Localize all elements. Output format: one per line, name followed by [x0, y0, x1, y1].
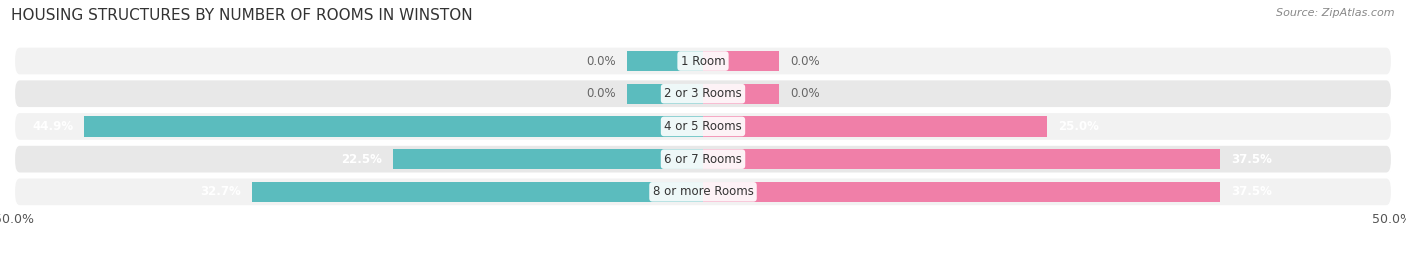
Bar: [84, 116, 703, 137]
Legend: Owner-occupied, Renter-occupied: Owner-occupied, Renter-occupied: [561, 267, 845, 269]
Text: 22.5%: 22.5%: [342, 153, 382, 166]
Bar: [703, 116, 1047, 137]
Text: 0.0%: 0.0%: [790, 87, 820, 100]
Bar: [253, 182, 703, 202]
Text: 44.9%: 44.9%: [32, 120, 73, 133]
Text: 8 or more Rooms: 8 or more Rooms: [652, 185, 754, 198]
Text: 0.0%: 0.0%: [586, 55, 616, 68]
Bar: [703, 182, 1219, 202]
Text: 0.0%: 0.0%: [586, 87, 616, 100]
Bar: [392, 149, 703, 169]
Bar: [703, 51, 779, 71]
Bar: [703, 84, 779, 104]
Text: HOUSING STRUCTURES BY NUMBER OF ROOMS IN WINSTON: HOUSING STRUCTURES BY NUMBER OF ROOMS IN…: [11, 8, 472, 23]
Text: 37.5%: 37.5%: [1230, 153, 1271, 166]
Bar: [703, 149, 1219, 169]
Text: 32.7%: 32.7%: [201, 185, 242, 198]
Text: 6 or 7 Rooms: 6 or 7 Rooms: [664, 153, 742, 166]
FancyBboxPatch shape: [14, 178, 1392, 206]
Text: 25.0%: 25.0%: [1059, 120, 1099, 133]
Text: 0.0%: 0.0%: [790, 55, 820, 68]
Text: 4 or 5 Rooms: 4 or 5 Rooms: [664, 120, 742, 133]
FancyBboxPatch shape: [14, 112, 1392, 141]
Bar: [627, 84, 703, 104]
Bar: [627, 51, 703, 71]
FancyBboxPatch shape: [14, 47, 1392, 75]
FancyBboxPatch shape: [14, 145, 1392, 174]
FancyBboxPatch shape: [14, 79, 1392, 108]
Text: Source: ZipAtlas.com: Source: ZipAtlas.com: [1277, 8, 1395, 18]
Text: 2 or 3 Rooms: 2 or 3 Rooms: [664, 87, 742, 100]
Text: 1 Room: 1 Room: [681, 55, 725, 68]
Text: 37.5%: 37.5%: [1230, 185, 1271, 198]
